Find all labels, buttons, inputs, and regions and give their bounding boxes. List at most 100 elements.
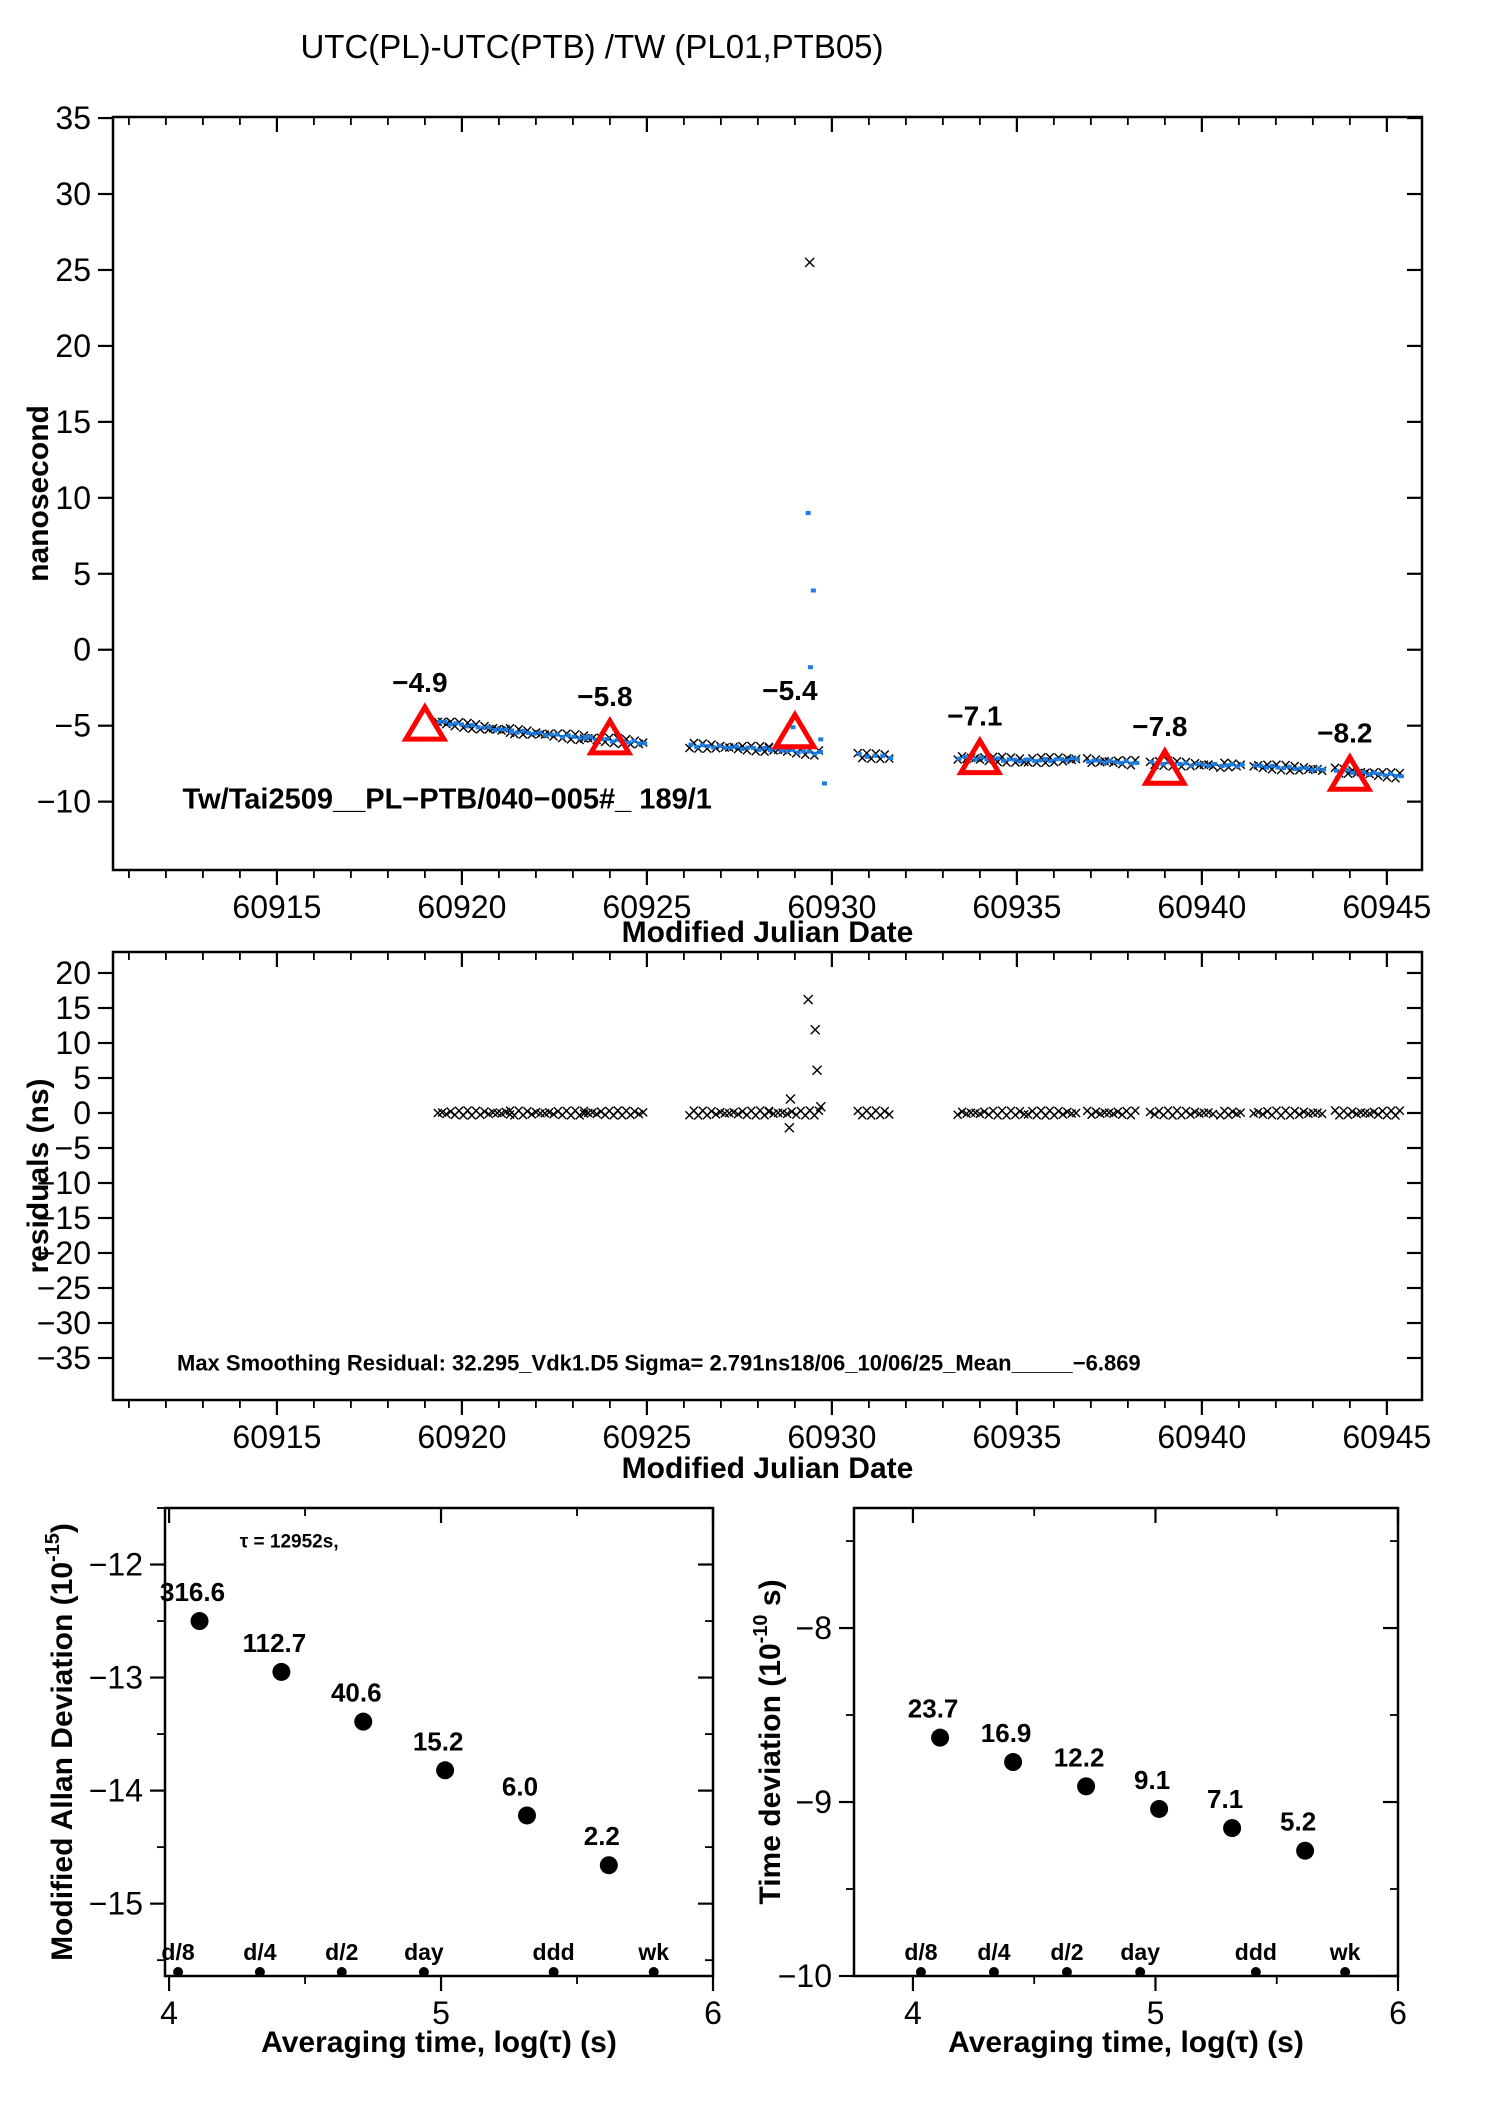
- x-marker: [785, 1094, 796, 1104]
- y-axis-title: Time deviation (10-10​ s): [750, 1579, 787, 1904]
- deviation-point: [1296, 1841, 1315, 1860]
- x-marker: [1040, 758, 1050, 768]
- x-marker: [1071, 1108, 1081, 1118]
- y-tick-label: 20: [55, 328, 91, 364]
- blue-dot-marker: [956, 756, 962, 761]
- blue-dot-marker: [1069, 756, 1075, 761]
- blue-dot-marker: [1239, 762, 1245, 767]
- calibration-value-label: −5.8: [577, 681, 632, 712]
- calibration-value-label: −8.2: [1317, 717, 1372, 748]
- blue-dot-marker: [1037, 758, 1043, 763]
- blue-dot-marker: [1344, 768, 1350, 773]
- deviation-point: [517, 1806, 536, 1825]
- blue-dot-marker: [1059, 757, 1065, 762]
- tau-axis-dot: [418, 1967, 429, 1977]
- calibration-triangle: [1326, 752, 1374, 792]
- tau-mark-label: wk: [637, 1939, 669, 1965]
- deviation-point: [1150, 1799, 1169, 1818]
- blue-dot-marker: [1112, 760, 1118, 765]
- tau-mark-label: d/8: [904, 1939, 937, 1965]
- blue-dot-marker: [699, 743, 705, 748]
- x-marker: [549, 1109, 559, 1119]
- plot-frame: [111, 950, 1424, 1402]
- annotation: Tw/Tai2509__PL−PTB/040−005#_ 189/1: [183, 783, 712, 815]
- deviation-value-label: 16.9: [981, 1718, 1032, 1748]
- blue-dot-marker: [745, 745, 751, 750]
- blue-dot-marker: [453, 721, 459, 726]
- blue-dot-marker: [756, 747, 762, 752]
- deviation-point: [190, 1612, 209, 1631]
- y-tick-label: −9: [796, 1784, 832, 1820]
- x-marker: [803, 994, 814, 1005]
- blue-dot-marker: [1048, 759, 1054, 764]
- y-tick-label: −10: [37, 1165, 91, 1201]
- x-marker: [957, 1107, 967, 1117]
- x-tick-label: 60920: [417, 1419, 506, 1455]
- blue-dot-marker: [514, 730, 520, 735]
- blue-dot-marker: [805, 511, 811, 516]
- blue-dot-marker: [1377, 771, 1383, 776]
- x-tick-label: 60935: [972, 889, 1061, 925]
- blue-dot-marker: [1387, 771, 1393, 776]
- blue-dot-marker: [1309, 768, 1315, 773]
- deviation-value-label: 5.2: [1280, 1807, 1316, 1837]
- x-tick-label: 60930: [787, 1419, 876, 1455]
- x-marker: [1019, 1109, 1029, 1119]
- blue-dot-marker: [821, 781, 827, 786]
- x-tick-label: 60925: [602, 889, 691, 925]
- blue-dot-marker: [984, 757, 990, 762]
- blue-dot-marker: [554, 732, 560, 737]
- blue-dot-marker: [1064, 758, 1070, 763]
- chart-title: UTC(PL)-UTC(PTB) /TW (PL01,PTB05): [300, 28, 884, 65]
- x-tick-label: 5: [432, 1995, 450, 2031]
- blue-dot-marker: [733, 744, 739, 749]
- blue-dot-marker: [705, 744, 711, 749]
- blue-dot-marker: [497, 727, 503, 732]
- calibration-value-label: −7.8: [1132, 711, 1187, 742]
- plot-frame: [111, 115, 1424, 872]
- x-marker: [1347, 1107, 1357, 1117]
- blue-dot-marker: [1303, 765, 1309, 770]
- tau-axis-dot: [173, 1967, 184, 1977]
- blue-dot-marker: [492, 727, 498, 732]
- deviation-value-label: 9.1: [1134, 1765, 1170, 1795]
- blue-dot-marker: [807, 665, 813, 670]
- calibration-value-label: −7.1: [947, 701, 1002, 732]
- calibration-value-label: −5.4: [762, 675, 818, 706]
- calibration-triangle: [771, 709, 819, 750]
- x-marker: [1369, 1107, 1379, 1117]
- blue-dot-marker: [571, 734, 577, 739]
- blue-dot-marker: [604, 737, 610, 742]
- y-tick-label: 0: [73, 1095, 91, 1131]
- y-tick-label: −25: [37, 1270, 91, 1306]
- blue-dot-marker: [1086, 759, 1092, 764]
- blue-dot-marker: [767, 748, 773, 753]
- blue-dot-marker: [790, 725, 796, 730]
- blue-dot-marker: [1149, 759, 1155, 764]
- x-marker: [522, 1106, 532, 1116]
- blue-dot-marker: [856, 752, 862, 757]
- x-tick-label: 6: [704, 1995, 722, 2031]
- deviation-point: [931, 1728, 950, 1747]
- blue-dot-marker: [1258, 763, 1264, 768]
- y-tick-label: 15: [55, 990, 91, 1026]
- blue-dot-marker: [962, 754, 968, 759]
- deviation-value-label: 7.1: [1207, 1784, 1243, 1814]
- blue-dot-marker: [1177, 762, 1183, 767]
- x-marker: [707, 1106, 717, 1116]
- y-tick-label: −5: [55, 708, 91, 744]
- x-marker: [1228, 1107, 1238, 1117]
- blue-dot-marker: [636, 741, 642, 746]
- blue-dot-marker: [711, 745, 717, 750]
- deviation-point: [1077, 1777, 1096, 1796]
- plot-frame: [163, 1506, 715, 1978]
- blue-dot-marker: [694, 744, 700, 749]
- deviation-value-label: 23.7: [908, 1694, 959, 1724]
- tau-mark-label: d/4: [243, 1939, 276, 1965]
- x-marker: [1299, 1107, 1309, 1117]
- x-marker: [1130, 1106, 1140, 1116]
- x-marker: [815, 1101, 826, 1112]
- calibration-value-label: −4.9: [392, 667, 447, 698]
- blue-dot-marker: [459, 722, 465, 727]
